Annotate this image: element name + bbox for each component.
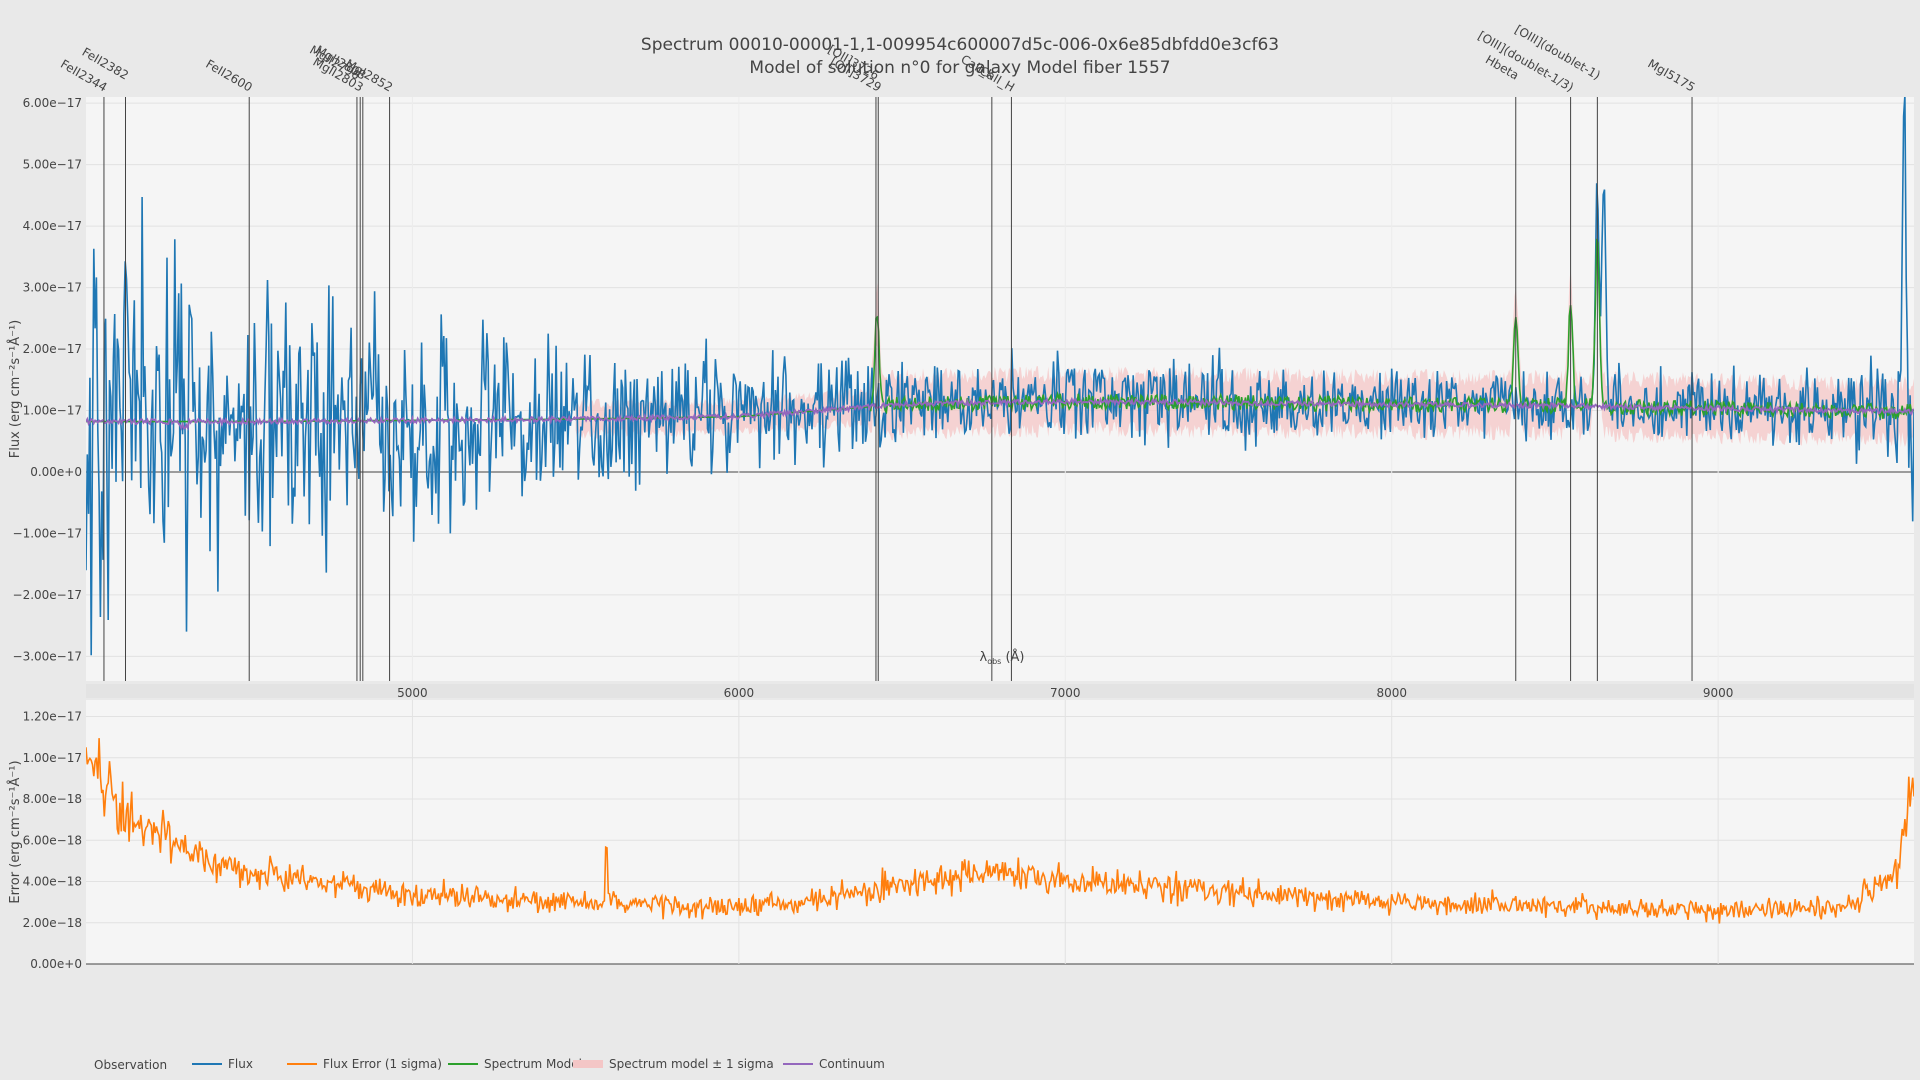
flux-y-tick-label: 6.00e−17: [23, 96, 82, 110]
error-y-tick-label: 4.00e−18: [23, 875, 82, 889]
x-axis-title-main: λ: [979, 650, 987, 665]
error-y-tick-labels: 1.20e−17 1.00e−17 8.00e−18 6.00e−18 4.00e−18…: [23, 710, 82, 972]
flux-series-line: [86, 97, 1914, 656]
legend-entry[interactable]: Spectrum model ± 1 sigma: [609, 1057, 774, 1071]
flux-y-tick-label: 5.00e−17: [23, 158, 82, 172]
error-y-tick-label: 6.00e−18: [23, 833, 82, 847]
x-axis-title: λobs (Å): [979, 649, 1024, 666]
x-tick-label: 6000: [724, 686, 755, 700]
flux-y-tick-label: 4.00e−17: [23, 219, 82, 233]
x-tick-label: 9000: [1703, 686, 1734, 700]
x-axis-title-unit: (Å): [1001, 649, 1024, 665]
error-panel-series: [86, 738, 1914, 924]
error-y-tick-label: 8.00e−18: [23, 792, 82, 806]
error-y-axis-title: Error (erg cm⁻²s⁻¹Å⁻¹): [7, 760, 23, 903]
error-panel-grid: [86, 700, 1914, 965]
chart-title: Spectrum 00010-00001-1,1-009954c600007d5…: [641, 35, 1279, 55]
legend: Observation Flux Flux Error (1 sigma) Spec…: [94, 1057, 885, 1072]
error-panel-background[interactable]: [86, 700, 1914, 964]
legend-swatch-model-sigma: [573, 1060, 603, 1068]
flux-y-tick-label: −3.00e−17: [13, 649, 82, 663]
legend-entry[interactable]: Spectrum Model: [484, 1057, 582, 1071]
error-y-tick-label: 1.00e−17: [23, 751, 82, 765]
flux-y-tick-label: 0.00e+0: [30, 465, 82, 479]
spectrum-model-line: [86, 238, 1914, 423]
x-tick-label: 5000: [397, 686, 428, 700]
legend-entry[interactable]: Flux Error (1 sigma): [323, 1057, 442, 1071]
legend-entry[interactable]: Flux: [228, 1057, 253, 1071]
flux-y-tick-label: −2.00e−17: [13, 588, 82, 602]
x-axis-title-sub: obs: [987, 657, 1001, 666]
continuum-line: [86, 396, 1914, 431]
chart-subtitle: Model of solution n°0 for galaxy Model f…: [749, 58, 1170, 78]
legend-entry[interactable]: Continuum: [819, 1057, 885, 1071]
error-y-tick-label: 0.00e+0: [30, 957, 82, 971]
x-tick-labels: 5000 6000 7000 8000 9000: [86, 684, 1914, 700]
flux-y-axis-title: Flux (erg cm⁻²s⁻¹Å⁻¹): [7, 320, 23, 459]
model-sigma-band: [575, 207, 1914, 448]
flux-y-tick-label: 3.00e−17: [23, 281, 82, 295]
flux-y-tick-label: 2.00e−17: [23, 342, 82, 356]
x-axis-band: [86, 684, 1914, 698]
x-tick-label: 8000: [1376, 686, 1407, 700]
flux-y-tick-labels: 6.00e−17 5.00e−17 4.00e−17 3.00e−17 2.00e−17…: [13, 96, 82, 663]
flux-error-line: [86, 738, 1914, 924]
flux-panel-series: [86, 97, 1914, 656]
flux-y-tick-label: 1.00e−17: [23, 404, 82, 418]
error-y-tick-label: 2.00e−18: [23, 916, 82, 930]
legend-title: Observation: [94, 1058, 167, 1072]
flux-y-tick-label: −1.00e−17: [13, 526, 82, 540]
x-tick-label: 7000: [1050, 686, 1081, 700]
error-y-tick-label: 1.20e−17: [23, 710, 82, 724]
